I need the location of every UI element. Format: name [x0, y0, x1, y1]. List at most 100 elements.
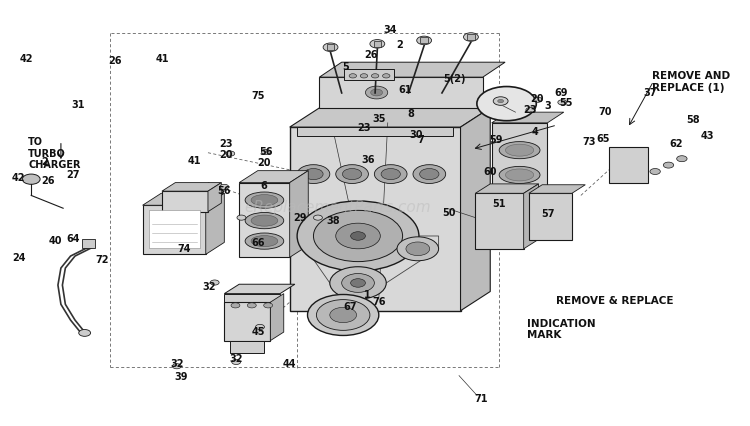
Circle shape	[397, 237, 439, 261]
Circle shape	[650, 169, 660, 175]
Circle shape	[349, 75, 356, 79]
Circle shape	[413, 165, 446, 184]
Text: 40: 40	[49, 236, 62, 246]
Text: 57: 57	[542, 209, 555, 219]
Text: 36: 36	[361, 155, 374, 165]
Ellipse shape	[506, 194, 534, 206]
Bar	[421, 38, 428, 44]
Circle shape	[330, 267, 386, 299]
Circle shape	[304, 169, 323, 180]
Text: 26: 26	[364, 49, 378, 60]
Polygon shape	[230, 341, 265, 354]
Circle shape	[262, 150, 270, 155]
Polygon shape	[476, 194, 524, 249]
Ellipse shape	[251, 236, 278, 247]
Circle shape	[360, 75, 368, 79]
Bar	[82, 239, 95, 248]
Text: 41: 41	[188, 156, 201, 166]
Text: 50: 50	[442, 207, 456, 217]
Bar	[224, 294, 280, 317]
Ellipse shape	[500, 192, 540, 209]
Polygon shape	[239, 183, 290, 258]
Text: 2: 2	[396, 40, 403, 50]
Ellipse shape	[506, 145, 534, 157]
Text: 4: 4	[532, 127, 538, 137]
Polygon shape	[460, 109, 490, 311]
Circle shape	[370, 90, 382, 97]
Bar	[148, 210, 200, 248]
Text: 71: 71	[475, 393, 488, 403]
Text: 65: 65	[596, 133, 610, 144]
Text: 43: 43	[700, 130, 714, 141]
Circle shape	[237, 216, 246, 221]
Text: 27: 27	[66, 170, 80, 180]
Text: 66: 66	[252, 237, 266, 247]
Circle shape	[533, 98, 542, 103]
Polygon shape	[290, 109, 490, 128]
Text: 76: 76	[372, 296, 386, 307]
Circle shape	[297, 165, 330, 184]
Text: 34: 34	[383, 25, 397, 35]
Circle shape	[226, 152, 235, 157]
Polygon shape	[270, 294, 284, 341]
Circle shape	[663, 163, 674, 169]
Circle shape	[22, 175, 40, 185]
Circle shape	[330, 308, 356, 323]
Text: 38: 38	[326, 216, 340, 226]
Text: 61: 61	[398, 84, 412, 95]
Text: 2: 2	[41, 157, 48, 167]
Polygon shape	[492, 113, 564, 124]
Circle shape	[420, 169, 439, 180]
Polygon shape	[476, 184, 538, 194]
Circle shape	[464, 34, 478, 42]
Circle shape	[558, 101, 567, 106]
Text: 75: 75	[252, 91, 266, 101]
Text: 20: 20	[530, 94, 544, 104]
Text: 59: 59	[490, 135, 503, 145]
Text: 3: 3	[544, 101, 551, 111]
Circle shape	[336, 165, 368, 184]
Text: 69: 69	[554, 88, 568, 98]
Text: 1: 1	[364, 289, 371, 299]
Circle shape	[220, 185, 229, 190]
Polygon shape	[208, 183, 221, 212]
Text: 31: 31	[71, 99, 85, 109]
Circle shape	[417, 37, 431, 46]
Text: 26: 26	[41, 176, 55, 186]
Bar	[467, 35, 475, 41]
Ellipse shape	[500, 167, 540, 184]
Ellipse shape	[251, 195, 278, 206]
Text: INDICATION
MARK: INDICATION MARK	[527, 318, 596, 340]
Text: 42: 42	[12, 173, 26, 183]
Circle shape	[314, 211, 403, 262]
Text: eReplacementParts.com: eReplacementParts.com	[244, 199, 431, 214]
Circle shape	[256, 325, 265, 330]
Text: 7: 7	[418, 135, 424, 145]
Circle shape	[308, 295, 379, 336]
Polygon shape	[320, 78, 483, 109]
Text: 56: 56	[260, 146, 273, 156]
Circle shape	[232, 360, 241, 365]
Circle shape	[316, 300, 370, 331]
Text: 45: 45	[252, 326, 266, 337]
Polygon shape	[290, 171, 308, 258]
Text: 20: 20	[258, 158, 272, 168]
Polygon shape	[142, 206, 206, 255]
Text: 23: 23	[219, 139, 232, 149]
Text: 30: 30	[410, 129, 423, 139]
Circle shape	[342, 274, 374, 293]
Polygon shape	[297, 128, 453, 136]
Ellipse shape	[251, 216, 278, 227]
Text: 24: 24	[12, 253, 26, 263]
Polygon shape	[492, 124, 548, 217]
Text: 74: 74	[178, 243, 191, 253]
Circle shape	[79, 330, 91, 337]
Text: 44: 44	[283, 358, 296, 368]
Ellipse shape	[506, 170, 534, 181]
Circle shape	[494, 98, 508, 106]
Text: 70: 70	[598, 106, 612, 117]
Bar	[374, 42, 381, 48]
Text: 37: 37	[644, 88, 657, 98]
Circle shape	[297, 201, 419, 271]
Circle shape	[382, 75, 390, 79]
